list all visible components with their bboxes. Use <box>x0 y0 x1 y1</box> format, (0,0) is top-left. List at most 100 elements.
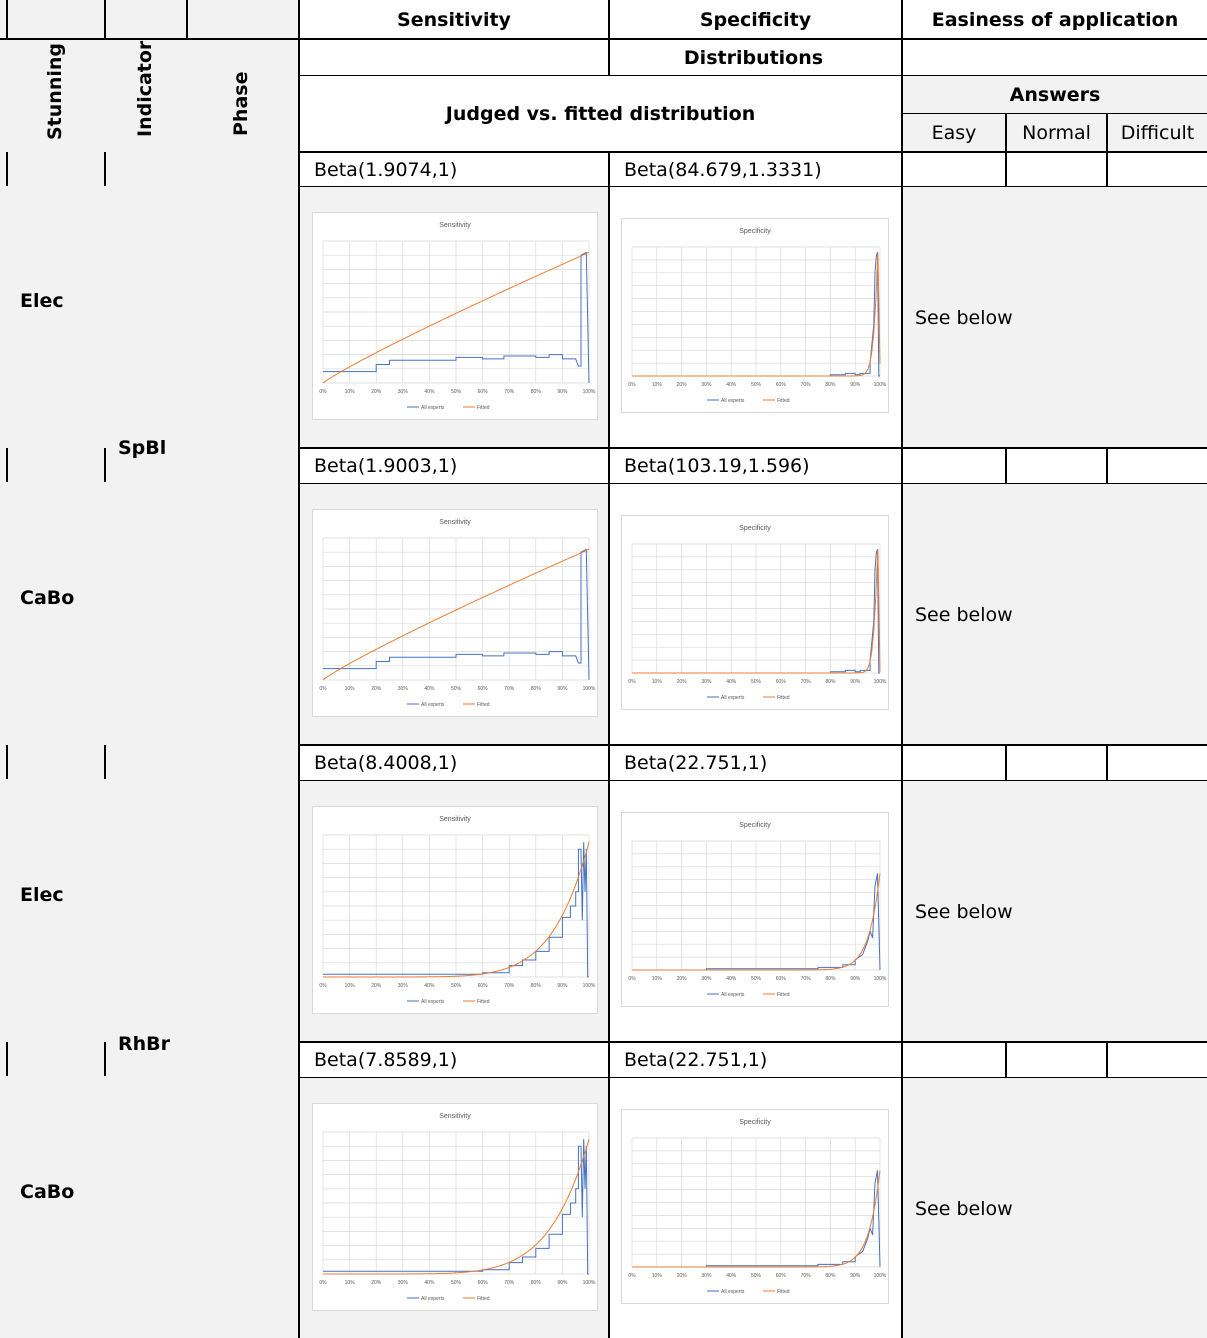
x-tick-label: 70% <box>504 1280 515 1286</box>
answer-row1: See below <box>915 307 1013 329</box>
x-tick-label: 20% <box>677 1273 688 1279</box>
x-tick-label: 10% <box>652 1273 663 1279</box>
header-easiness: Easiness of application <box>931 9 1179 31</box>
header-answers: Answers <box>1009 83 1101 106</box>
header-normal: Normal <box>1022 121 1091 144</box>
series-fitted <box>632 873 881 971</box>
x-tick-label: 70% <box>801 679 812 685</box>
x-tick-label: 20% <box>371 686 382 692</box>
x-tick-label: 0% <box>628 382 636 388</box>
x-tick-label: 20% <box>677 976 688 982</box>
answer-row2: See below <box>915 604 1013 626</box>
x-tick-label: 70% <box>801 382 812 388</box>
x-tick-label: 60% <box>478 1280 489 1286</box>
chart-specificity-rhbr-elec: Specificity 0% 10% 20% 30% 40% 50% 60% 70% 80% 90%… <box>621 812 889 1007</box>
x-tick-label: 30% <box>701 382 712 388</box>
series-fitted <box>632 1170 881 1268</box>
sens-dist-row1: Beta(1.9074,1) <box>314 158 458 181</box>
x-tick-label: 80% <box>825 382 836 388</box>
header-distributions: Distributions <box>683 46 824 69</box>
header-difficult: Difficult <box>1120 121 1195 144</box>
x-tick-label: 10% <box>345 389 356 395</box>
answers-row4-bg <box>902 1078 1207 1338</box>
x-tick-label: 100% <box>583 686 596 692</box>
x-tick-label: 0% <box>319 389 327 395</box>
x-tick-label: 20% <box>677 679 688 685</box>
x-tick-label: 40% <box>424 686 435 692</box>
spec-dist-row1: Beta(84.679,1.3331) <box>624 158 822 181</box>
legend-label-all-experts: All experts <box>421 999 445 1005</box>
x-tick-label: 0% <box>628 1273 636 1279</box>
spec-dist-row4: Beta(22.751,1) <box>624 1049 768 1071</box>
x-tick-label: 0% <box>628 976 636 982</box>
series-fitted <box>632 252 881 377</box>
x-tick-label: 60% <box>776 382 787 388</box>
series-all-experts <box>632 549 880 674</box>
chart-sensitivity-spbl-elec: Sensitivity 0% 10% 20% 30% 40% 50% 60% 70% 80% 90%… <box>312 212 598 420</box>
chart-title: Specificity <box>739 1119 771 1126</box>
header-judged-vs-fitted: Judged vs. fitted distribution <box>445 102 756 125</box>
x-tick-label: 50% <box>751 382 762 388</box>
x-tick-label: 90% <box>850 679 861 685</box>
header-easy: Easy <box>931 121 977 144</box>
x-tick-label: 90% <box>557 686 568 692</box>
chart-title: Sensitivity <box>439 222 471 229</box>
answers-row3-bg <box>902 781 1207 1041</box>
x-tick-label: 50% <box>751 679 762 685</box>
x-tick-label: 0% <box>319 1280 327 1286</box>
answer-row3: See below <box>915 901 1013 923</box>
x-tick-label: 100% <box>874 1273 887 1279</box>
legend-label-fitted: Fitted <box>477 702 490 708</box>
x-tick-label: 30% <box>701 976 712 982</box>
x-tick-label: 60% <box>776 1273 787 1279</box>
x-tick-label: 100% <box>874 679 887 685</box>
chart-sensitivity-rhbr-elec: Sensitivity 0% 10% 20% 30% 40% 50% 60% 70% 80% 90%… <box>312 806 598 1014</box>
x-tick-label: 80% <box>531 389 542 395</box>
series-fitted <box>322 251 590 384</box>
legend-label-fitted: Fitted <box>477 999 490 1005</box>
x-tick-label: 60% <box>776 976 787 982</box>
x-tick-label: 30% <box>701 679 712 685</box>
stunning-label-row3: Elec <box>20 884 64 906</box>
x-tick-label: 10% <box>652 679 663 685</box>
indicator-label-spbl: SpBl <box>118 437 167 459</box>
x-tick-label: 50% <box>751 976 762 982</box>
legend-label-fitted: Fitted <box>777 1289 790 1295</box>
x-tick-label: 40% <box>726 976 737 982</box>
x-tick-label: 40% <box>424 389 435 395</box>
x-tick-label: 50% <box>751 1273 762 1279</box>
series-fitted <box>323 1138 590 1275</box>
x-tick-label: 70% <box>801 976 812 982</box>
x-tick-label: 70% <box>504 983 515 989</box>
x-tick-label: 60% <box>478 983 489 989</box>
header-phase: Phase <box>230 71 252 136</box>
x-tick-label: 0% <box>319 686 327 692</box>
legend-label-all-experts: All experts <box>721 695 745 701</box>
legend-label-fitted: Fitted <box>777 695 790 701</box>
x-tick-label: 70% <box>504 389 515 395</box>
legend-label-fitted: Fitted <box>477 1296 490 1302</box>
stunning-label-row2: CaBo <box>20 587 75 609</box>
x-tick-label: 70% <box>504 686 515 692</box>
answer-row4: See below <box>915 1198 1013 1220</box>
sens-dist-row4: Beta(7.8589,1) <box>314 1049 458 1071</box>
legend-label-all-experts: All experts <box>721 398 745 404</box>
x-tick-label: 20% <box>371 983 382 989</box>
x-tick-label: 30% <box>398 1280 409 1286</box>
x-tick-label: 80% <box>825 976 836 982</box>
x-tick-label: 30% <box>398 983 409 989</box>
x-tick-label: 100% <box>874 976 887 982</box>
x-tick-label: 30% <box>398 686 409 692</box>
chart-sensitivity-rhbr-cabo: Sensitivity 0% 10% 20% 30% 40% 50% 60% 70% 80% 90%… <box>312 1103 598 1311</box>
x-tick-label: 100% <box>583 983 596 989</box>
x-tick-label: 70% <box>801 1273 812 1279</box>
x-tick-label: 10% <box>345 686 356 692</box>
header-specificity: Specificity <box>699 9 812 31</box>
x-tick-label: 30% <box>398 389 409 395</box>
x-tick-label: 40% <box>424 1280 435 1286</box>
x-tick-label: 40% <box>424 983 435 989</box>
x-tick-label: 60% <box>478 389 489 395</box>
x-tick-label: 80% <box>825 679 836 685</box>
chart-sensitivity-spbl-cabo: Sensitivity 0% 10% 20% 30% 40% 50% 60% 70% 80% 90%… <box>312 509 598 717</box>
x-tick-label: 90% <box>557 389 568 395</box>
